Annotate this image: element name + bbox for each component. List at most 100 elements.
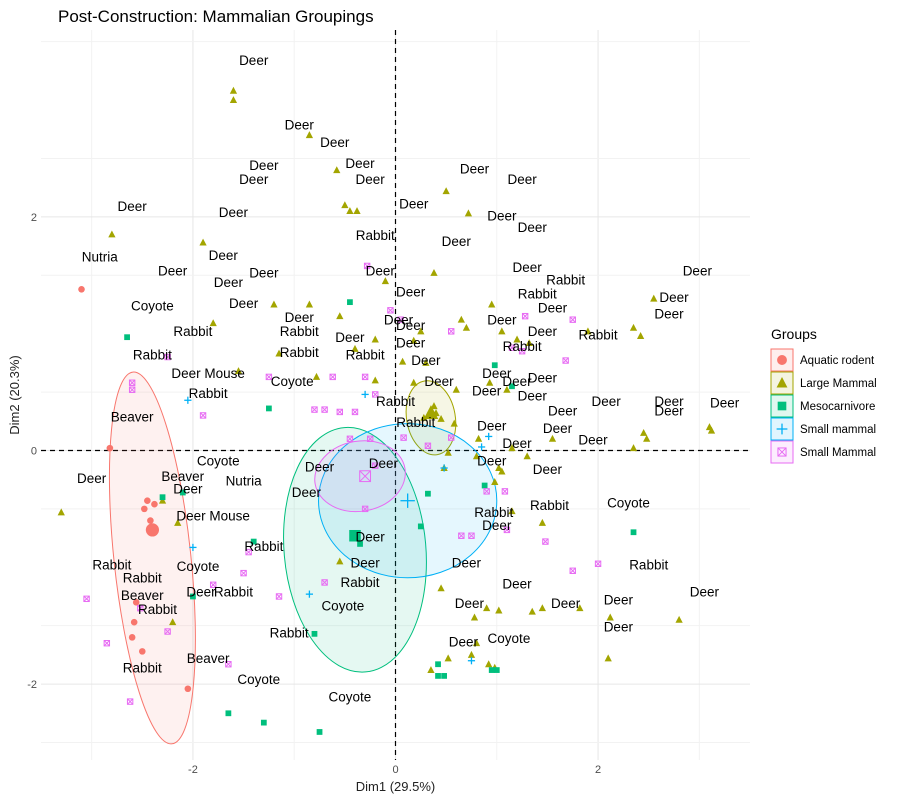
x-stroke [359, 470, 371, 482]
x-tick-label: -2 [188, 764, 198, 776]
point-small-mammal [305, 590, 314, 598]
square-outline [521, 312, 529, 320]
point-small-mammal [467, 657, 476, 665]
point-large-mammal [381, 277, 390, 285]
point-small-mammal [321, 579, 328, 586]
legend-label: Large Mammal [800, 378, 877, 390]
x-stroke [448, 434, 455, 441]
legend: Groups Aquatic rodent Large Mammal Mesocar… [770, 326, 877, 464]
x-stroke [367, 435, 374, 442]
point-small-mammal [366, 435, 374, 443]
point-label: Rabbit [92, 558, 131, 573]
point-label: Coyote [177, 559, 220, 574]
point-large-mammal [422, 358, 430, 366]
point-label: Deer [335, 330, 365, 345]
square-outline [372, 462, 379, 469]
point-mesocarnivore [357, 541, 363, 547]
square-outline [569, 316, 576, 323]
point-large-mammal [523, 452, 531, 460]
concentration-ellipses [108, 371, 498, 745]
point-mesocarnivore [159, 494, 166, 501]
point-large-mammal [174, 518, 182, 526]
legend-item-aquatic-rodent: Aquatic rodent [770, 348, 875, 372]
point-label: Deer [158, 263, 188, 278]
point-small-mammal [569, 567, 576, 574]
x-stroke [372, 391, 379, 398]
square-outline [483, 488, 490, 495]
point-large-mammal [442, 187, 450, 195]
square-outline [594, 560, 602, 567]
point-small-mammal [137, 604, 144, 612]
point-label: Rabbit [280, 345, 319, 360]
point-large-mammal [467, 650, 476, 658]
x-stroke [164, 353, 171, 361]
point-aquatic-rodent [106, 444, 114, 452]
point-large-mammal [525, 339, 533, 346]
point-label: Deer [396, 336, 426, 351]
square-outline [275, 593, 283, 600]
point-small-mammal [329, 373, 336, 381]
point-large-mammal [371, 376, 379, 384]
point-large-mammal [707, 426, 716, 434]
x-stroke [129, 379, 136, 386]
x-stroke [387, 307, 394, 314]
point-large-mammal [640, 429, 648, 436]
legend-symbol [776, 423, 788, 435]
point-aquatic-rodent [151, 500, 158, 508]
square-outline [245, 548, 252, 556]
centroid-aquatic-rodent [145, 523, 160, 537]
centroid-mesocarnivore [349, 529, 361, 542]
square-outline [448, 434, 455, 441]
point-large-mammal [629, 444, 638, 452]
point-large-mammal [538, 518, 546, 526]
point-label: Deer [219, 205, 249, 220]
square-outline [400, 434, 407, 441]
point-label: Coyote [321, 598, 364, 613]
square-outline [164, 353, 171, 361]
point-label: Deer [518, 220, 548, 235]
point-aquatic-rodent [144, 497, 151, 505]
x-stroke [275, 593, 283, 600]
square-outline [359, 470, 372, 483]
point-small-mammal [468, 532, 475, 539]
point-mesocarnivore [425, 490, 431, 497]
centroid-large-mammal [423, 405, 439, 420]
x-stroke [336, 408, 343, 415]
point-label: Deer [345, 156, 375, 171]
x-stroke [321, 406, 328, 413]
point-large-mammal [495, 606, 503, 614]
point-label: Deer [477, 419, 507, 434]
square-outline [164, 628, 171, 635]
point-mesocarnivore [493, 667, 500, 673]
square-outline [265, 373, 273, 381]
point-large-mammal [333, 166, 341, 174]
legend-item-mesocarnivore: Mesocarnivore [770, 394, 875, 418]
legend-symbol [777, 401, 787, 411]
point-label: Deer [548, 403, 578, 418]
x-stroke [362, 373, 369, 380]
point-large-mammal [346, 207, 354, 215]
square-outline [351, 408, 359, 416]
x-stroke [397, 316, 404, 323]
point-mesocarnivore [417, 523, 424, 530]
square-outline [569, 567, 576, 574]
y-tick-label: 2 [31, 212, 37, 224]
point-small-mammal [361, 505, 369, 513]
point-mesocarnivore [225, 710, 232, 717]
point-large-mammal [437, 584, 445, 592]
square-outline [329, 373, 336, 381]
point-large-mammal [485, 660, 493, 668]
legend-symbol [777, 447, 787, 457]
point-large-mammal [450, 419, 458, 427]
legend-item-small-mammal: Small Mammal [770, 440, 876, 464]
square-outline [542, 538, 549, 545]
point-label: Deer [384, 312, 414, 327]
point-label: Deer [396, 284, 426, 299]
point-small-mammal [440, 464, 448, 472]
point-label: Deer [528, 324, 558, 339]
point-aquatic-rodent [130, 618, 138, 626]
point-large-mammal [57, 508, 65, 516]
point-label: Deer [502, 576, 532, 591]
point-label: Deer [518, 388, 548, 403]
point-label: Rabbit [244, 539, 283, 554]
